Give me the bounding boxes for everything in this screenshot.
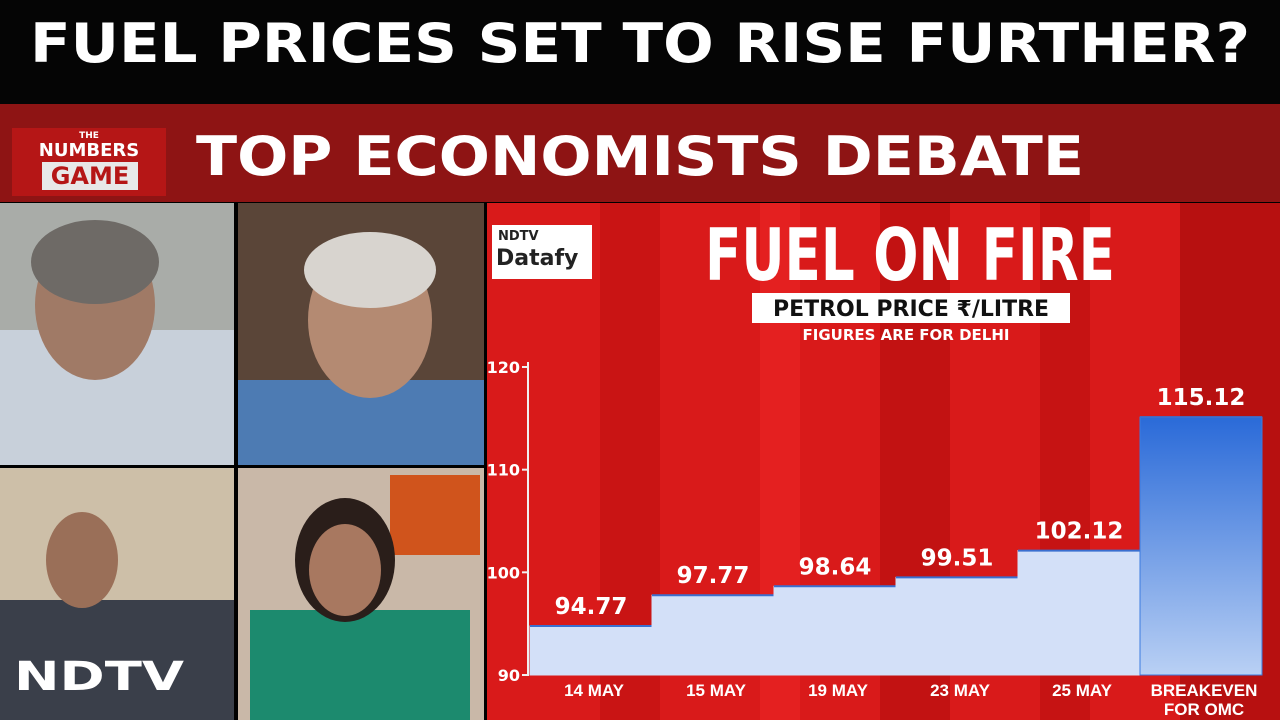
- value-label: 99.51: [921, 545, 994, 571]
- x-tick-label: 23 MAY: [930, 681, 990, 700]
- bar: [895, 576, 1019, 676]
- show-logo-text: THE: [79, 131, 99, 141]
- hair: [304, 232, 436, 308]
- show-logo-text: NUMBERS: [39, 140, 139, 161]
- x-tick-label: 25 MAY: [1052, 681, 1112, 700]
- hair: [31, 220, 159, 304]
- value-label: 102.12: [1035, 519, 1124, 545]
- head: [46, 512, 118, 608]
- y-tick-label: 100: [487, 563, 520, 582]
- brand-box: [492, 225, 592, 279]
- bar: [1139, 416, 1263, 676]
- value-label: 115.12: [1157, 385, 1246, 411]
- y-tick-label: 110: [487, 461, 520, 480]
- value-label: 97.77: [677, 563, 750, 589]
- brand-text: NDTV: [498, 229, 539, 244]
- bar: [529, 625, 653, 676]
- x-tick-label: 15 MAY: [686, 681, 746, 700]
- x-tick-label: 19 MAY: [808, 681, 868, 700]
- show-logo-text: GAME: [51, 162, 130, 190]
- headline: FUEL PRICES SET TO RISE FURTHER?: [30, 12, 1250, 75]
- x-tick-label: 14 MAY: [564, 681, 624, 700]
- chart-subtitle: PETROL PRICE ₹/LITRE: [773, 297, 1049, 322]
- painting: [390, 475, 480, 555]
- brand-text: Datafy: [496, 246, 578, 271]
- headline-bar: [0, 0, 1280, 104]
- bar: [651, 594, 775, 676]
- subheadline-bar: [0, 104, 1280, 202]
- show-logo-plate: [42, 162, 138, 190]
- value-label: 94.77: [555, 594, 628, 620]
- y-tick-label: 90: [498, 666, 520, 685]
- chart-note: FIGURES ARE FOR DELHI: [803, 326, 1010, 344]
- dress: [250, 610, 470, 720]
- bar: [1017, 550, 1141, 676]
- chart-title: FUEL ON FIRE: [705, 213, 1115, 297]
- subtitle-box: [752, 293, 1070, 323]
- head: [309, 524, 381, 616]
- jacket: [0, 600, 234, 720]
- channel-logo: NDTV: [14, 654, 184, 700]
- bar: [773, 585, 897, 676]
- value-label: 98.64: [799, 554, 872, 580]
- y-tick-label: 120: [487, 358, 520, 377]
- x-tick-label: BREAKEVEN FOR OMC LOSSES: [1150, 681, 1258, 720]
- plot: 90 100 110 120 94.77 97.77 98.64 99.51 102.12 115…: [487, 358, 1263, 685]
- subheadline: TOP ECONOMISTS DEBATE: [196, 125, 1084, 188]
